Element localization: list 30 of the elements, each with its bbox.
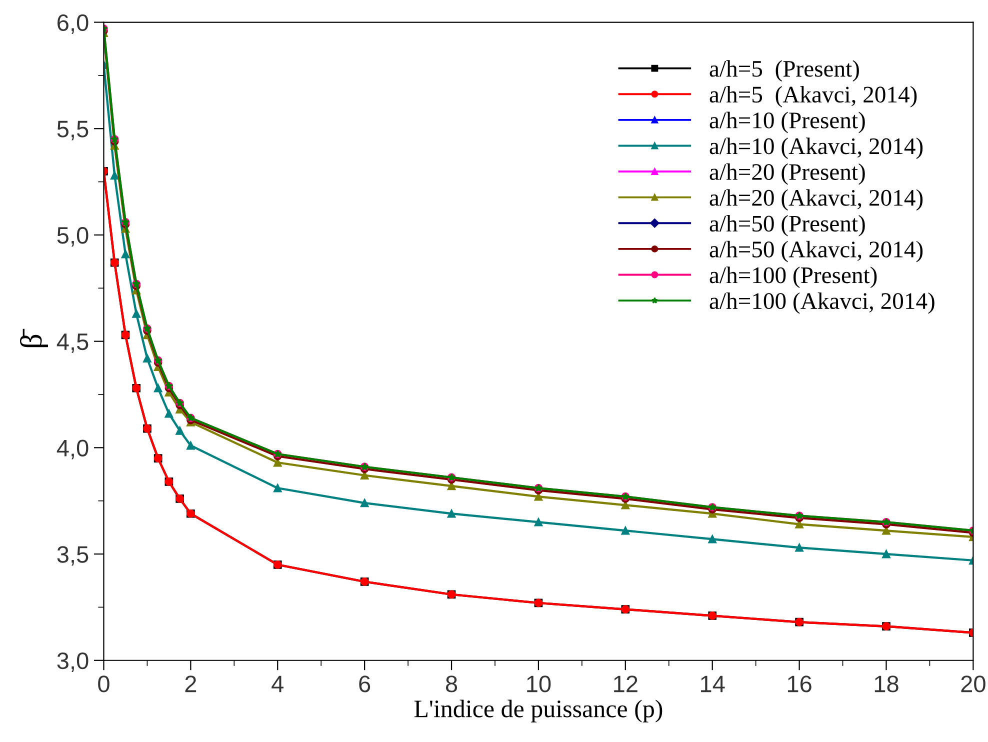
y-tick-label: 6,0 bbox=[58, 14, 88, 34]
legend-label: a/h=50 (Akavci, 2014) bbox=[710, 240, 923, 262]
legend-label: a/h=100 (Akavci, 2014) bbox=[710, 292, 934, 314]
y-tick-label: 5,5 bbox=[57, 120, 88, 140]
x-tick-label: 16 bbox=[788, 676, 812, 692]
x-tick-label: 18 bbox=[874, 676, 898, 692]
x-axis-title: L'indice de puissance (p) bbox=[414, 700, 662, 722]
y-axis-title: β̄ bbox=[20, 328, 48, 348]
y-tick-label: 5,0 bbox=[57, 227, 88, 247]
legend-label: a/h=20 (Present) bbox=[710, 163, 865, 185]
legend-label: a/h=50 (Present) bbox=[710, 215, 865, 236]
legend-label: a/h=5 (Present) bbox=[710, 60, 859, 82]
y-tick-label: 3,5 bbox=[57, 546, 88, 566]
x-tick-label: 14 bbox=[701, 676, 725, 692]
legend-label: a/h=100 (Present) bbox=[710, 266, 877, 288]
legend-label: a/h=10 (Present) bbox=[710, 112, 865, 134]
x-tick-label: 20 bbox=[961, 676, 986, 692]
legend-label: a/h=5 (Akavci, 2014) bbox=[710, 86, 917, 108]
y-tick-label: 4,0 bbox=[56, 440, 88, 460]
x-tick-label: 8 bbox=[446, 676, 458, 692]
x-tick-label: 0 bbox=[98, 676, 110, 692]
x-tick-label: 6 bbox=[359, 676, 370, 692]
legend-label: a/h=10 (Akavci, 2014) bbox=[710, 138, 923, 160]
x-tick-label: 4 bbox=[272, 676, 284, 692]
y-tick-label: 4,5 bbox=[56, 334, 88, 353]
x-tick-label: 12 bbox=[614, 676, 638, 692]
x-tick-label: 10 bbox=[527, 676, 551, 692]
y-tick-label: 3,0 bbox=[57, 652, 88, 672]
legend-label: a/h=20 (Akavci, 2014) bbox=[710, 189, 923, 211]
x-tick-label: 2 bbox=[185, 676, 196, 692]
